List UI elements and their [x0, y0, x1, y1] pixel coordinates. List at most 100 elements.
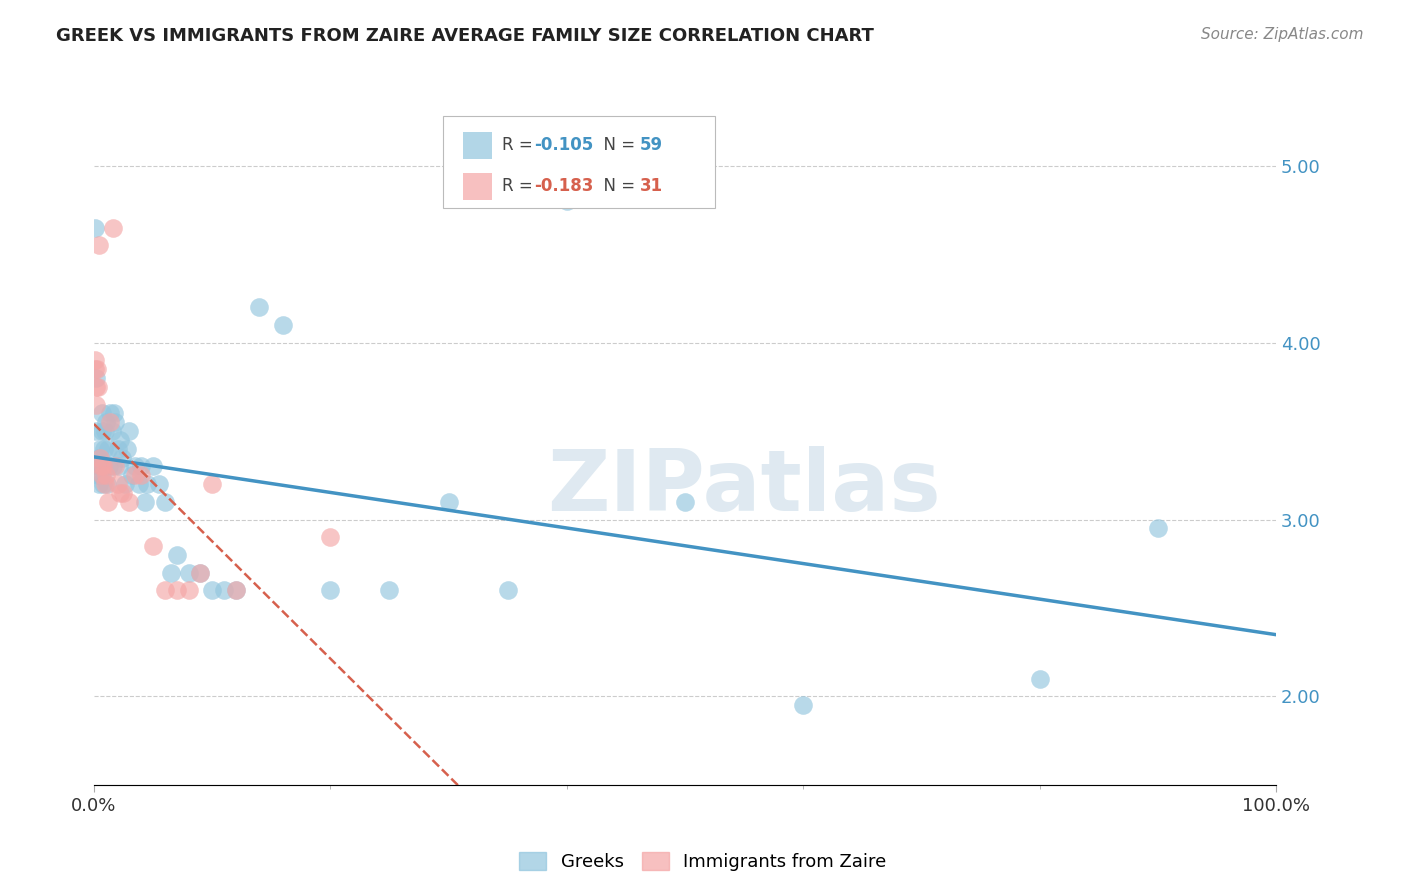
- Legend: Greeks, Immigrants from Zaire: Greeks, Immigrants from Zaire: [512, 845, 894, 879]
- Point: [98, 459, 121, 474]
- Point: [84, 353, 107, 368]
- Point: [118, 424, 141, 438]
- Point: [94, 468, 117, 483]
- Point: [87, 238, 110, 252]
- Point: [496, 583, 519, 598]
- Point: [555, 194, 578, 209]
- Point: [142, 459, 165, 474]
- Point: [225, 583, 247, 598]
- Point: [97, 495, 120, 509]
- Point: [114, 477, 136, 491]
- Point: [86, 362, 108, 376]
- Point: [212, 583, 235, 598]
- Point: [93, 477, 115, 491]
- Point: [84, 398, 107, 412]
- Point: [121, 468, 143, 483]
- Text: ZIPatlas: ZIPatlas: [547, 446, 941, 529]
- Point: [89, 459, 111, 474]
- Point: [142, 539, 165, 553]
- Point: [90, 468, 112, 483]
- Point: [437, 495, 460, 509]
- Point: [97, 442, 120, 456]
- Point: [118, 495, 141, 509]
- Point: [93, 459, 115, 474]
- Text: 59: 59: [640, 136, 664, 154]
- Text: N =: N =: [593, 136, 640, 154]
- Point: [112, 486, 135, 500]
- Point: [108, 433, 131, 447]
- Point: [94, 415, 117, 429]
- Text: -0.183: -0.183: [534, 178, 593, 195]
- Point: [177, 566, 200, 580]
- Point: [84, 371, 107, 385]
- FancyBboxPatch shape: [443, 116, 714, 209]
- Point: [129, 468, 152, 483]
- Point: [249, 301, 271, 315]
- Point: [93, 424, 115, 438]
- Text: R =: R =: [502, 136, 537, 154]
- Point: [319, 530, 342, 544]
- Point: [136, 477, 159, 491]
- Point: [148, 477, 170, 491]
- Point: [90, 424, 112, 438]
- Point: [792, 698, 814, 713]
- Point: [103, 406, 125, 420]
- Point: [101, 220, 124, 235]
- Point: [86, 459, 108, 474]
- Point: [87, 450, 110, 465]
- Point: [134, 495, 156, 509]
- Point: [93, 442, 115, 456]
- Point: [159, 566, 181, 580]
- Text: -0.105: -0.105: [534, 136, 593, 154]
- Point: [153, 495, 176, 509]
- Point: [111, 450, 134, 465]
- Point: [89, 450, 111, 465]
- Point: [129, 459, 152, 474]
- Point: [166, 583, 188, 598]
- Text: 31: 31: [640, 178, 664, 195]
- Point: [128, 477, 150, 491]
- Point: [91, 477, 114, 491]
- Text: R =: R =: [502, 178, 537, 195]
- Point: [89, 477, 111, 491]
- Point: [378, 583, 401, 598]
- Point: [1147, 521, 1170, 535]
- Point: [87, 468, 110, 483]
- FancyBboxPatch shape: [463, 173, 492, 200]
- Text: GREEK VS IMMIGRANTS FROM ZAIRE AVERAGE FAMILY SIZE CORRELATION CHART: GREEK VS IMMIGRANTS FROM ZAIRE AVERAGE F…: [56, 27, 875, 45]
- Point: [188, 566, 211, 580]
- Point: [107, 459, 129, 474]
- Point: [201, 583, 224, 598]
- Point: [100, 415, 122, 429]
- Point: [177, 583, 200, 598]
- Point: [115, 442, 138, 456]
- Point: [90, 459, 112, 474]
- Point: [201, 477, 224, 491]
- Text: N =: N =: [593, 178, 640, 195]
- Point: [83, 362, 105, 376]
- Point: [104, 459, 127, 474]
- Point: [87, 380, 110, 394]
- Point: [188, 566, 211, 580]
- Point: [89, 442, 111, 456]
- Point: [108, 486, 131, 500]
- Point: [319, 583, 342, 598]
- Point: [93, 459, 115, 474]
- Point: [124, 459, 146, 474]
- Point: [107, 477, 129, 491]
- Point: [84, 380, 107, 394]
- Point: [100, 406, 122, 420]
- Point: [104, 415, 127, 429]
- Point: [100, 424, 122, 438]
- Point: [1028, 672, 1050, 686]
- Point: [101, 459, 124, 474]
- Point: [91, 468, 114, 483]
- Point: [271, 318, 294, 332]
- Point: [153, 583, 176, 598]
- Point: [91, 406, 114, 420]
- Point: [166, 548, 188, 562]
- Point: [84, 220, 107, 235]
- Point: [107, 442, 129, 456]
- Point: [96, 477, 118, 491]
- Point: [84, 424, 107, 438]
